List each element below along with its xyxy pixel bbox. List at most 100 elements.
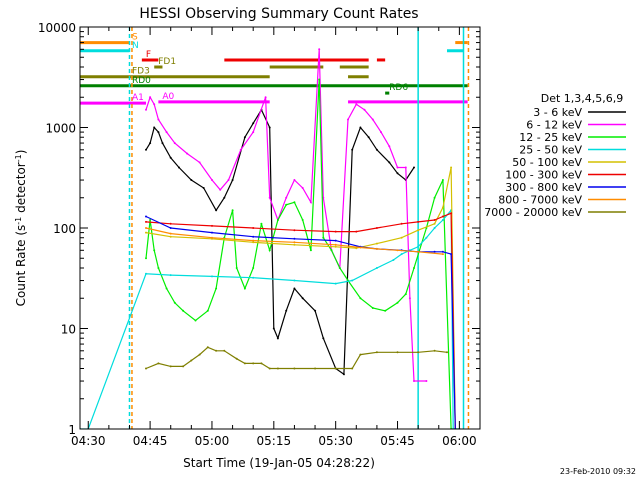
flag-label: S <box>132 33 138 43</box>
data-point <box>276 367 279 370</box>
data-point <box>285 196 288 199</box>
data-point <box>211 224 213 227</box>
x-tick-label: 05:00 <box>195 434 230 448</box>
data-point <box>351 148 354 151</box>
data-point <box>268 196 271 199</box>
data-point <box>149 142 152 145</box>
data-point <box>149 219 152 221</box>
data-point <box>198 161 201 164</box>
data-point <box>190 359 193 362</box>
data-point <box>252 122 255 125</box>
data-point <box>243 136 246 139</box>
y-tick-label: 1 <box>68 423 76 437</box>
data-point <box>441 250 444 253</box>
data-point <box>330 249 333 252</box>
data-point <box>285 203 288 206</box>
data-point <box>404 166 407 169</box>
data-point <box>450 166 453 169</box>
legend-entry-label: 25 - 50 keV <box>519 144 582 157</box>
data-point <box>145 108 147 111</box>
y-tick-label: 10 <box>61 323 76 337</box>
data-point <box>359 353 362 356</box>
data-point <box>293 241 296 244</box>
data-point <box>417 351 420 354</box>
data-point <box>169 156 172 159</box>
data-point <box>194 319 197 322</box>
data-point <box>186 152 189 155</box>
data-point <box>371 307 374 309</box>
data-point <box>347 118 349 121</box>
data-point <box>334 239 337 242</box>
flag-label: A0 <box>162 92 174 102</box>
data-point <box>441 215 444 218</box>
chart-title: HESSI Observing Summary Count Rates <box>139 6 418 22</box>
data-point <box>243 287 246 290</box>
data-point <box>182 309 185 312</box>
data-point <box>145 220 147 223</box>
data-point <box>252 239 255 242</box>
legend-entry-label: 12 - 25 keV <box>519 131 582 144</box>
data-point <box>301 297 304 300</box>
data-point <box>211 275 213 278</box>
x-axis-label: Start Time (19-Jan-05 04:28:22) <box>183 456 375 470</box>
data-point <box>359 297 362 300</box>
data-point <box>227 179 230 181</box>
data-point <box>450 212 453 215</box>
data-point <box>396 166 399 169</box>
data-point <box>145 148 147 151</box>
data-point <box>190 179 193 181</box>
data-point <box>173 301 176 304</box>
data-point <box>314 367 317 370</box>
data-point <box>268 367 271 370</box>
data-point <box>252 131 255 134</box>
data-point <box>301 187 304 189</box>
data-point <box>433 222 436 225</box>
flag-label: RD0 <box>132 76 151 86</box>
data-point <box>169 365 172 368</box>
legend-entry-label: 7000 - 20000 keV <box>484 206 582 219</box>
data-point <box>396 351 399 354</box>
data-point <box>425 380 428 382</box>
data-point <box>206 346 209 349</box>
data-point <box>384 309 387 312</box>
data-point <box>388 145 391 148</box>
data-point <box>157 131 160 134</box>
data-point <box>215 349 218 352</box>
legend-entry-label: 100 - 300 keV <box>505 169 582 182</box>
series-line <box>80 208 460 429</box>
data-point <box>400 222 403 225</box>
data-point <box>215 209 218 212</box>
data-point <box>235 357 238 360</box>
data-point <box>264 96 267 99</box>
data-point <box>293 229 296 232</box>
data-point <box>182 365 185 368</box>
data-point <box>375 247 378 250</box>
data-point <box>161 142 164 145</box>
data-point <box>433 227 436 229</box>
data-point <box>388 161 391 164</box>
flag-label: F <box>146 50 151 60</box>
data-point <box>169 274 172 277</box>
data-point <box>145 367 147 370</box>
data-point <box>367 136 370 139</box>
data-point <box>169 232 172 235</box>
data-point <box>285 309 288 312</box>
data-point <box>334 243 337 246</box>
data-point <box>293 237 296 240</box>
data-point <box>433 196 436 199</box>
data-point <box>441 253 444 256</box>
data-point <box>351 279 354 282</box>
series-line <box>145 167 456 429</box>
data-point <box>165 131 168 134</box>
data-point <box>293 179 296 181</box>
data-point <box>355 230 358 233</box>
data-point <box>149 96 152 99</box>
data-point <box>342 373 345 376</box>
data-point <box>334 282 337 285</box>
data-point <box>375 148 378 151</box>
data-point <box>268 126 271 129</box>
data-point <box>219 188 222 191</box>
data-point <box>301 219 304 221</box>
data-point <box>375 227 378 229</box>
data-point <box>252 235 255 238</box>
